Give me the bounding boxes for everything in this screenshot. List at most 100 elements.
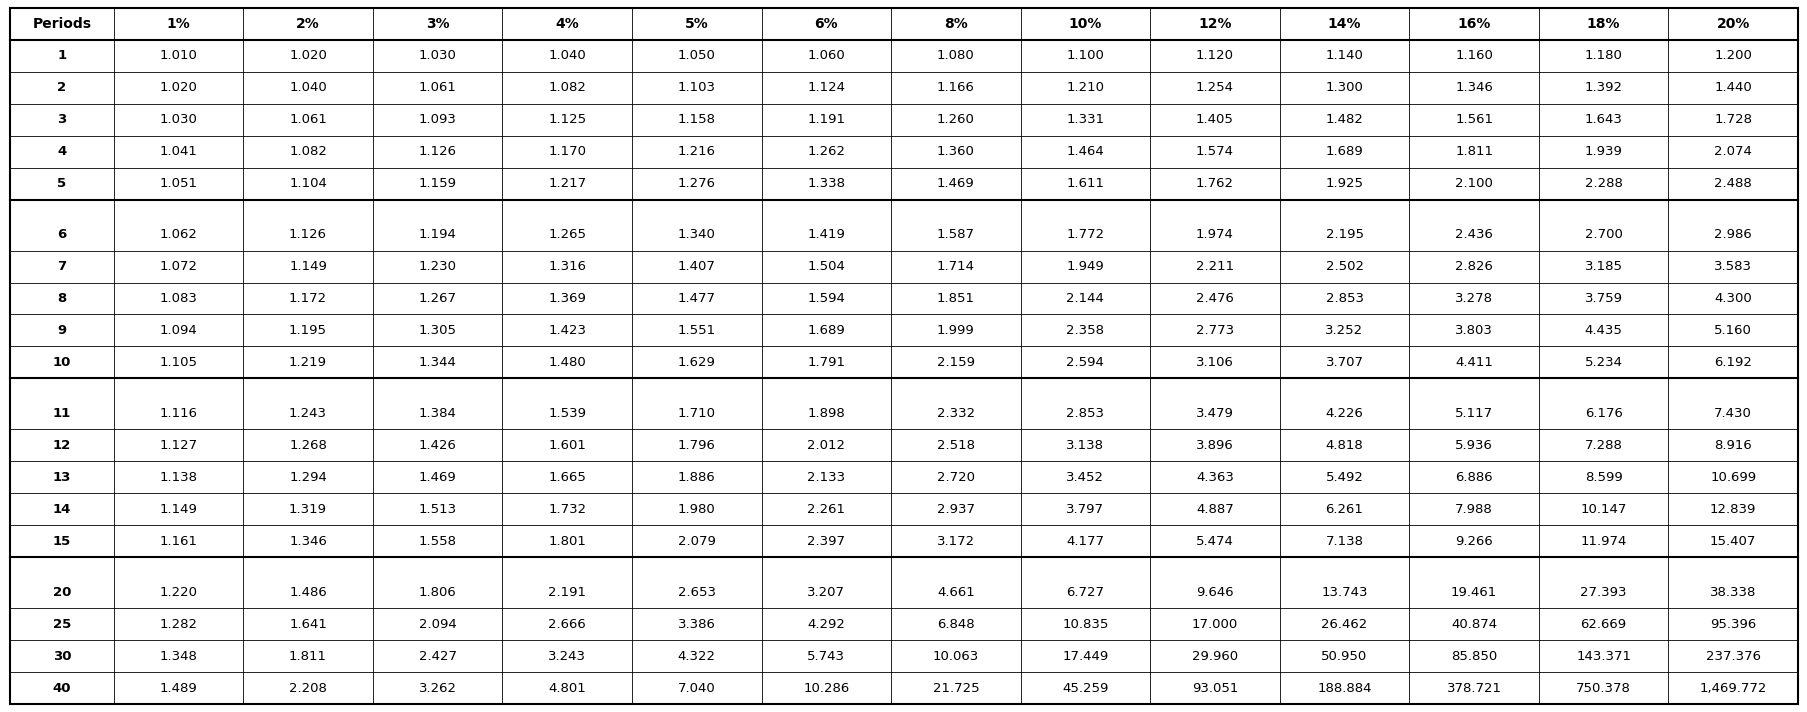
Text: 1.260: 1.260 xyxy=(936,113,974,126)
Text: 27.393: 27.393 xyxy=(1579,586,1626,599)
Text: 1.477: 1.477 xyxy=(678,292,716,305)
Text: 1.125: 1.125 xyxy=(548,113,585,126)
Text: 1.127: 1.127 xyxy=(159,439,197,452)
Text: 1.305: 1.305 xyxy=(419,324,457,337)
Text: 1.254: 1.254 xyxy=(1194,81,1234,94)
Text: 1.574: 1.574 xyxy=(1194,145,1234,158)
Text: 1.340: 1.340 xyxy=(678,228,716,241)
Text: 2.986: 2.986 xyxy=(1713,228,1751,241)
Text: 3.797: 3.797 xyxy=(1066,503,1104,515)
Text: 6%: 6% xyxy=(813,17,838,31)
Text: 7: 7 xyxy=(58,260,67,273)
Text: 4.292: 4.292 xyxy=(808,618,844,631)
Text: 1.611: 1.611 xyxy=(1066,177,1104,190)
Text: 2.159: 2.159 xyxy=(936,356,974,369)
Text: 1.384: 1.384 xyxy=(419,407,457,420)
Text: 1.405: 1.405 xyxy=(1196,113,1232,126)
Text: 45.259: 45.259 xyxy=(1063,681,1108,694)
Text: 10%: 10% xyxy=(1068,17,1102,31)
Text: 3.707: 3.707 xyxy=(1325,356,1362,369)
Text: 95.396: 95.396 xyxy=(1709,618,1755,631)
Text: 1.061: 1.061 xyxy=(289,113,327,126)
Text: 2.653: 2.653 xyxy=(678,586,716,599)
Text: 9.646: 9.646 xyxy=(1196,586,1232,599)
Text: 2.488: 2.488 xyxy=(1713,177,1751,190)
Text: 1.469: 1.469 xyxy=(419,471,455,484)
Text: 4.661: 4.661 xyxy=(936,586,974,599)
Text: 3.278: 3.278 xyxy=(1455,292,1493,305)
Text: 2.100: 2.100 xyxy=(1455,177,1493,190)
Text: 1.772: 1.772 xyxy=(1066,228,1104,241)
Text: 1.030: 1.030 xyxy=(159,113,197,126)
Text: 1.714: 1.714 xyxy=(936,260,974,273)
Text: 10: 10 xyxy=(52,356,70,369)
Text: 1.172: 1.172 xyxy=(289,292,327,305)
Text: 1.061: 1.061 xyxy=(419,81,457,94)
Text: 2.594: 2.594 xyxy=(1066,356,1104,369)
Text: 1.126: 1.126 xyxy=(289,228,327,241)
Text: 1.710: 1.710 xyxy=(678,407,716,420)
Text: 17.000: 17.000 xyxy=(1191,618,1238,631)
Text: 3.243: 3.243 xyxy=(548,649,585,663)
Text: 750.378: 750.378 xyxy=(1576,681,1630,694)
Text: 1.149: 1.149 xyxy=(159,503,197,515)
Text: 1.220: 1.220 xyxy=(159,586,197,599)
Text: 1.489: 1.489 xyxy=(159,681,197,694)
Text: 5.743: 5.743 xyxy=(808,649,846,663)
Text: 10.147: 10.147 xyxy=(1579,503,1626,515)
Text: 1.513: 1.513 xyxy=(417,503,457,515)
Text: 1.166: 1.166 xyxy=(936,81,974,94)
Text: 5.492: 5.492 xyxy=(1325,471,1362,484)
Text: 1.469: 1.469 xyxy=(936,177,974,190)
Text: 3%: 3% xyxy=(426,17,450,31)
Text: 1.083: 1.083 xyxy=(159,292,197,305)
Text: 3.479: 3.479 xyxy=(1196,407,1232,420)
Text: 7.430: 7.430 xyxy=(1713,407,1751,420)
Text: 8.916: 8.916 xyxy=(1713,439,1751,452)
Text: 1.200: 1.200 xyxy=(1713,49,1751,63)
Text: 9: 9 xyxy=(58,324,67,337)
Text: 1.170: 1.170 xyxy=(548,145,585,158)
Text: 7.988: 7.988 xyxy=(1455,503,1493,515)
Text: 1.316: 1.316 xyxy=(548,260,585,273)
Text: 1.728: 1.728 xyxy=(1713,113,1751,126)
Text: 7.138: 7.138 xyxy=(1325,535,1362,548)
Text: 40.874: 40.874 xyxy=(1451,618,1496,631)
Text: 2.666: 2.666 xyxy=(548,618,585,631)
Text: 1.243: 1.243 xyxy=(289,407,327,420)
Text: 1.217: 1.217 xyxy=(548,177,585,190)
Text: 1.140: 1.140 xyxy=(1325,49,1362,63)
Text: 2.211: 2.211 xyxy=(1194,260,1234,273)
Text: 6.727: 6.727 xyxy=(1066,586,1104,599)
Text: 12%: 12% xyxy=(1198,17,1231,31)
Text: 1.331: 1.331 xyxy=(1066,113,1104,126)
Text: 9.266: 9.266 xyxy=(1455,535,1493,548)
Text: 1.030: 1.030 xyxy=(419,49,457,63)
Text: 1.665: 1.665 xyxy=(548,471,585,484)
Text: 1.120: 1.120 xyxy=(1194,49,1234,63)
Text: 20%: 20% xyxy=(1715,17,1749,31)
Text: 2.773: 2.773 xyxy=(1194,324,1234,337)
Text: 1.160: 1.160 xyxy=(1455,49,1493,63)
Text: 1.104: 1.104 xyxy=(289,177,327,190)
Text: 1.392: 1.392 xyxy=(1583,81,1621,94)
Text: 1.689: 1.689 xyxy=(1325,145,1362,158)
Text: 4.363: 4.363 xyxy=(1196,471,1232,484)
Text: 1.062: 1.062 xyxy=(159,228,197,241)
Text: 1.161: 1.161 xyxy=(159,535,197,548)
Text: 1.886: 1.886 xyxy=(678,471,716,484)
Text: 1.194: 1.194 xyxy=(419,228,457,241)
Text: 6.886: 6.886 xyxy=(1455,471,1493,484)
Text: 4.177: 4.177 xyxy=(1066,535,1104,548)
Text: 1%: 1% xyxy=(166,17,190,31)
Text: 3.138: 3.138 xyxy=(1066,439,1104,452)
Text: 21.725: 21.725 xyxy=(932,681,979,694)
Text: 2.518: 2.518 xyxy=(936,439,974,452)
Text: 1,469.772: 1,469.772 xyxy=(1699,681,1765,694)
Text: 1.210: 1.210 xyxy=(1066,81,1104,94)
Text: 1.265: 1.265 xyxy=(548,228,585,241)
Text: 1.587: 1.587 xyxy=(936,228,974,241)
Text: 1.811: 1.811 xyxy=(289,649,327,663)
Text: 1.806: 1.806 xyxy=(419,586,455,599)
Text: 1.050: 1.050 xyxy=(678,49,716,63)
